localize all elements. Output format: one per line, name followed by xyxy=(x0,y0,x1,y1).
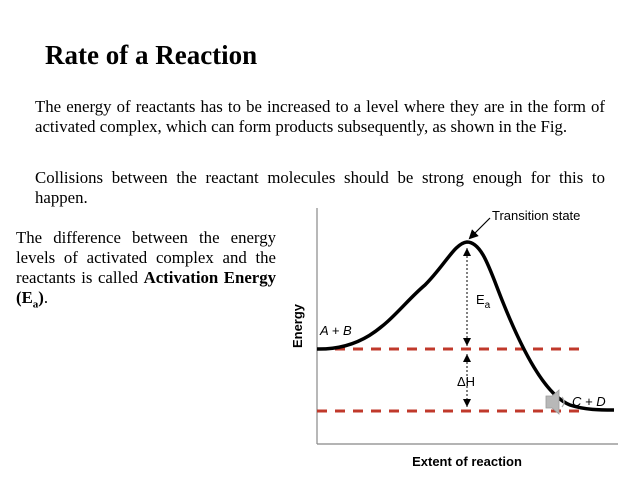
slide-title: Rate of a Reaction xyxy=(45,40,258,70)
x-axis-label: Extent of reaction xyxy=(412,454,522,469)
activation-energy-term: Activation Energy (Ea) xyxy=(16,268,276,311)
paragraph-collisions: Collisions between the reactant molecule… xyxy=(35,168,605,207)
y-axis-label: Energy xyxy=(290,303,305,348)
speaker-icon[interactable] xyxy=(545,389,565,415)
reactants-label: A + B xyxy=(319,323,352,338)
transition-state-arrow xyxy=(468,217,491,240)
products-label: C + D xyxy=(572,394,606,409)
ea-label: Ea xyxy=(476,292,491,311)
definition-text: The difference between the energy levels… xyxy=(16,228,276,287)
transition-state-label: Transition state xyxy=(492,208,580,223)
reaction-energy-curve xyxy=(316,240,615,412)
paragraph-activated-complex: The energy of reactants has to be increa… xyxy=(35,97,605,136)
activation-energy-definition: The difference between the energy levels… xyxy=(16,228,276,311)
delta-h-label: ΔH xyxy=(457,374,475,389)
